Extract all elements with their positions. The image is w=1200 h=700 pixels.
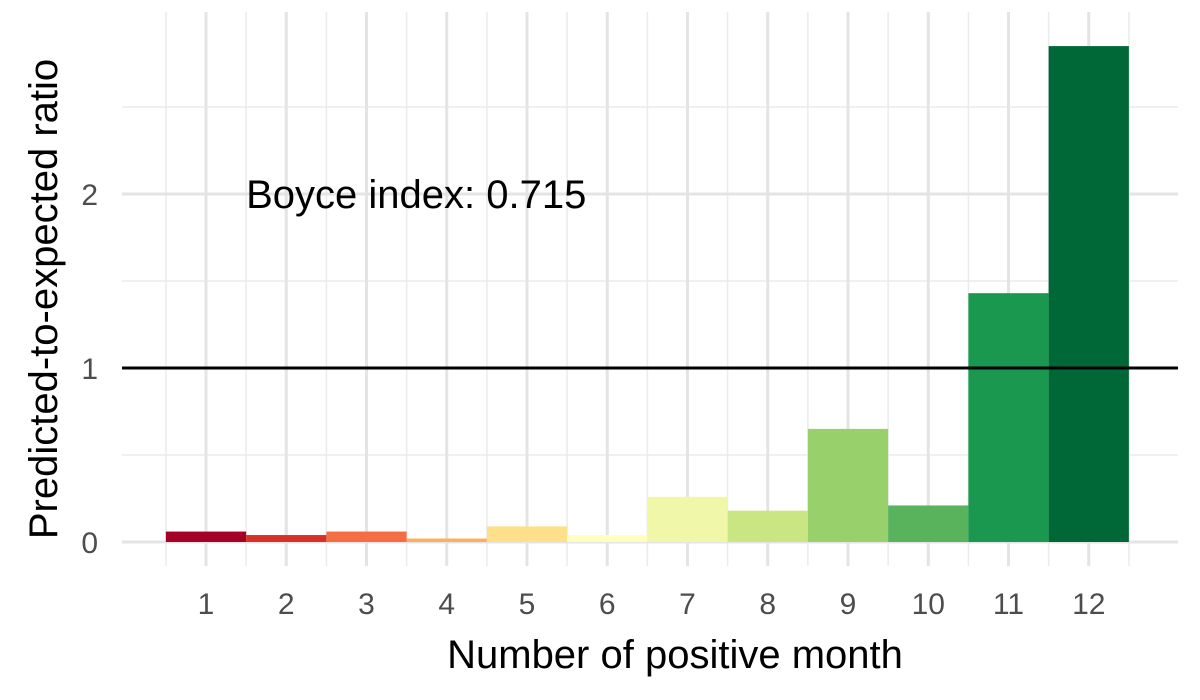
bars <box>165 46 1129 542</box>
x-tick-label: 1 <box>198 588 215 621</box>
bar-8 <box>727 510 808 542</box>
x-tick-label: 3 <box>358 588 375 621</box>
y-tick-labels: 0 1 2 <box>81 179 98 560</box>
x-axis-title: Number of positive month <box>447 633 903 677</box>
y-tick-label: 0 <box>81 527 98 560</box>
x-tick-label: 10 <box>912 588 945 621</box>
x-tick-label: 11 <box>993 588 1024 621</box>
y-tick-label: 2 <box>81 179 98 212</box>
bar-10 <box>888 505 969 542</box>
bar-1 <box>165 531 247 542</box>
x-tick-label: 4 <box>438 588 455 621</box>
x-tick-label: 2 <box>278 588 295 621</box>
x-tick-labels: 1 2 3 4 5 6 7 8 9 10 11 12 <box>198 588 1106 621</box>
y-tick-label: 1 <box>81 353 98 386</box>
y-axis-title: Predicted-to-expected ratio <box>22 59 66 539</box>
x-tick-label: 8 <box>759 588 776 621</box>
bar-12 <box>1048 46 1129 542</box>
bar-6 <box>567 535 648 542</box>
boyce-annotation: Boyce index: 0.715 <box>246 173 586 217</box>
bar-3 <box>326 531 407 542</box>
x-tick-label: 9 <box>840 588 857 621</box>
bar-4 <box>406 538 487 542</box>
bar-2 <box>246 535 327 542</box>
x-tick-label: 5 <box>519 588 536 621</box>
bar-11 <box>968 293 1049 542</box>
x-tick-label: 12 <box>1072 588 1105 621</box>
x-tick-label: 6 <box>599 588 616 621</box>
x-tick-label: 7 <box>679 588 696 621</box>
bar-5 <box>486 526 568 542</box>
bar-9 <box>807 428 889 542</box>
bar-7 <box>647 496 728 542</box>
